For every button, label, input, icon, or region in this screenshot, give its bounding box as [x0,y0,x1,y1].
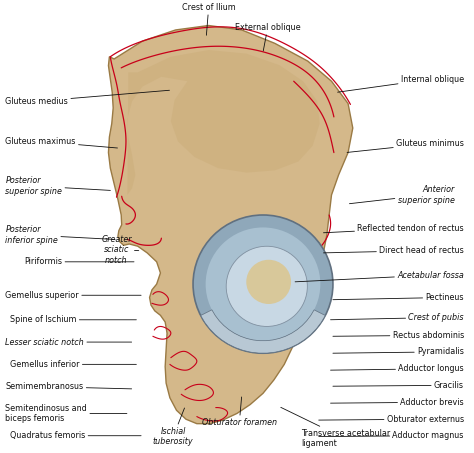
Text: Quadratus femoris: Quadratus femoris [10,431,141,440]
Text: Gluteus minimus: Gluteus minimus [347,139,464,152]
Text: Direct head of rectus: Direct head of rectus [323,246,464,255]
Text: Gracilis: Gracilis [333,381,464,390]
Polygon shape [201,310,325,353]
Text: Reflected tendon of rectus: Reflected tendon of rectus [323,224,464,233]
Text: Rectus abdominis: Rectus abdominis [333,331,464,340]
Ellipse shape [246,260,291,304]
Text: Piriformis: Piriformis [24,257,134,266]
Ellipse shape [226,246,307,327]
Text: Semimembranosus: Semimembranosus [5,382,132,391]
Text: Crest of pubis: Crest of pubis [330,313,464,322]
Text: Gemellus superior: Gemellus superior [5,291,141,300]
Text: Gluteus medius: Gluteus medius [5,90,169,106]
Text: Internal oblique: Internal oblique [337,74,464,92]
Text: Posterior
superior spine: Posterior superior spine [5,176,110,196]
Text: External oblique: External oblique [235,23,301,51]
Text: Anterior
superior spine: Anterior superior spine [349,185,455,205]
Text: Gluteus maximus: Gluteus maximus [5,137,118,148]
Text: Transverse acetabular
ligament: Transverse acetabular ligament [281,407,390,448]
Text: Lesser sciatic notch: Lesser sciatic notch [5,337,132,347]
Text: Gemellus inferior: Gemellus inferior [10,360,137,369]
Text: Ischial
tuberosity: Ischial tuberosity [153,408,193,446]
Text: Obturator foramen: Obturator foramen [202,397,277,427]
Polygon shape [109,25,353,424]
Ellipse shape [193,215,333,353]
Text: Acetabular fossa: Acetabular fossa [295,271,464,282]
Text: Obturator externus: Obturator externus [319,414,464,424]
Ellipse shape [206,227,320,341]
Text: Spine of Ischium: Spine of Ischium [10,315,137,324]
Text: Adductor longus: Adductor longus [330,364,464,373]
Text: Crest of Ilium: Crest of Ilium [182,3,236,35]
Text: Adductor magnus: Adductor magnus [319,431,464,440]
Text: Posterior
inferior spine: Posterior inferior spine [5,225,115,245]
Text: Adductor brevis: Adductor brevis [330,398,464,407]
Text: Semitendinosus and
biceps femoris: Semitendinosus and biceps femoris [5,404,127,423]
Text: Greater
sciatic
notch: Greater sciatic notch [101,235,139,265]
Text: Pectineus: Pectineus [333,293,464,302]
Text: Pyramidalis: Pyramidalis [333,347,464,357]
Polygon shape [128,50,319,195]
